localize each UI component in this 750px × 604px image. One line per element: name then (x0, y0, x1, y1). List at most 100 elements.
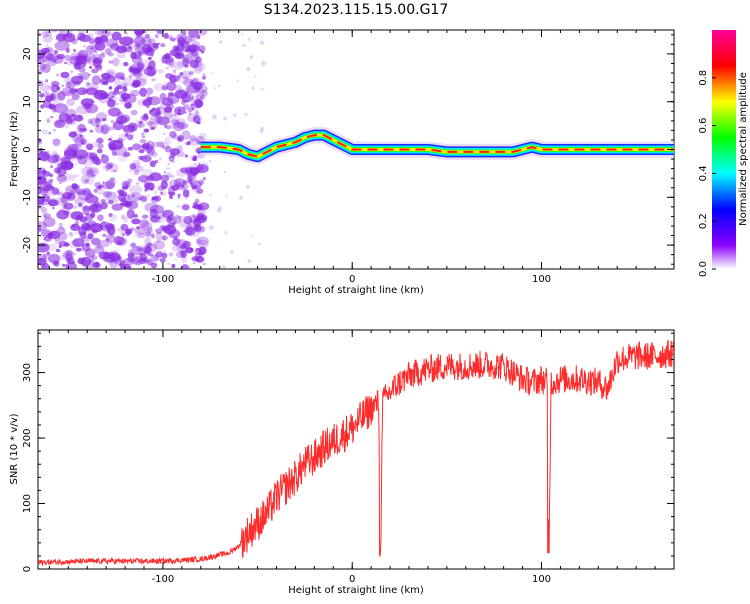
noise-blob (59, 30, 73, 37)
noise-blob (247, 259, 252, 263)
noise-blob (111, 203, 123, 211)
noise-blob (138, 30, 148, 34)
noise-blob (62, 250, 75, 259)
noise-blob (41, 64, 51, 73)
noise-blob (101, 83, 105, 86)
noise-blob (139, 87, 147, 97)
noise-blob (108, 213, 113, 217)
noise-blob (49, 173, 54, 178)
noise-blob (261, 60, 267, 66)
noise-blob (164, 171, 166, 174)
noise-blob (223, 116, 228, 121)
noise-blob (120, 214, 126, 220)
noise-blob (146, 145, 155, 156)
noise-blob (134, 213, 139, 218)
noise-blob (94, 41, 106, 51)
noise-blob (195, 229, 199, 232)
spectrogram-xtick-label: 100 (532, 274, 551, 285)
noise-blob (178, 39, 182, 43)
noise-blob (241, 33, 244, 36)
noise-blob (143, 113, 148, 119)
noise-blob (143, 128, 150, 133)
noise-blob (104, 48, 112, 55)
noise-blob (173, 120, 181, 129)
noise-blob (53, 103, 69, 114)
noise-blob (218, 40, 223, 44)
noise-blob (53, 49, 59, 54)
snr-ytick-label: 0 (22, 566, 33, 572)
noise-blob (144, 202, 159, 213)
noise-blob (78, 34, 91, 43)
noise-blob (85, 87, 99, 96)
noise-blob (95, 184, 105, 195)
noise-blob (90, 194, 94, 197)
noise-blob (84, 194, 99, 204)
noise-blob (48, 85, 52, 89)
noise-blob (61, 253, 68, 261)
noise-blob (190, 80, 194, 85)
noise-blob (68, 231, 74, 237)
noise-blob (143, 180, 146, 184)
noise-blob (146, 94, 151, 99)
noise-blob (141, 135, 146, 139)
noise-blob (261, 87, 264, 91)
noise-blob (52, 206, 55, 210)
noise-blob (191, 256, 199, 262)
noise-blob (106, 169, 109, 172)
noise-blob (51, 150, 58, 157)
noise-blob (202, 176, 206, 181)
noise-blob (148, 60, 156, 70)
noise-blob (156, 141, 165, 148)
noise-blob (94, 30, 105, 37)
noise-blob (183, 63, 190, 69)
noise-blob (60, 160, 74, 171)
noise-blob (127, 134, 134, 141)
noise-blob (47, 154, 58, 164)
noise-blob (259, 40, 265, 45)
noise-blob (195, 108, 199, 112)
noise-blob (259, 128, 264, 133)
noise-blob (128, 66, 134, 73)
noise-blob (38, 54, 48, 64)
noise-blob (55, 33, 66, 42)
noise-blob (77, 202, 83, 208)
noise-blob (88, 73, 91, 77)
noise-blob (156, 30, 165, 35)
noise-blob (160, 224, 166, 230)
noise-blob (179, 219, 189, 228)
noise-blob (208, 225, 214, 231)
noise-blob (137, 232, 145, 239)
noise-blob (184, 226, 196, 236)
noise-blob (66, 193, 77, 200)
noise-blob (58, 240, 68, 247)
noise-blob (108, 86, 113, 90)
noise-blob (175, 168, 188, 177)
noise-blob (38, 137, 42, 144)
noise-blob (247, 37, 251, 41)
noise-blob (198, 132, 207, 140)
noise-blob (66, 116, 73, 125)
noise-blob (111, 95, 114, 99)
noise-blob (48, 199, 59, 207)
noise-blob (38, 226, 42, 233)
noise-blob (81, 141, 85, 145)
noise-blob (176, 141, 181, 144)
noise-blob (54, 40, 70, 51)
noise-blob (113, 236, 125, 246)
noise-blob (80, 174, 90, 185)
noise-blob (144, 33, 150, 39)
noise-blob (173, 113, 176, 117)
noise-blob (111, 150, 118, 157)
noise-blob (179, 250, 186, 256)
noise-blob (98, 251, 111, 260)
noise-blob (141, 214, 149, 219)
noise-blob (187, 108, 193, 113)
noise-blob (167, 162, 170, 166)
noise-blob (194, 198, 200, 204)
noise-blob (180, 250, 187, 259)
noise-blob (127, 192, 143, 202)
noise-blob (163, 106, 173, 113)
noise-blob (176, 204, 181, 208)
noise-blob (105, 163, 113, 170)
noise-blob (132, 73, 136, 77)
